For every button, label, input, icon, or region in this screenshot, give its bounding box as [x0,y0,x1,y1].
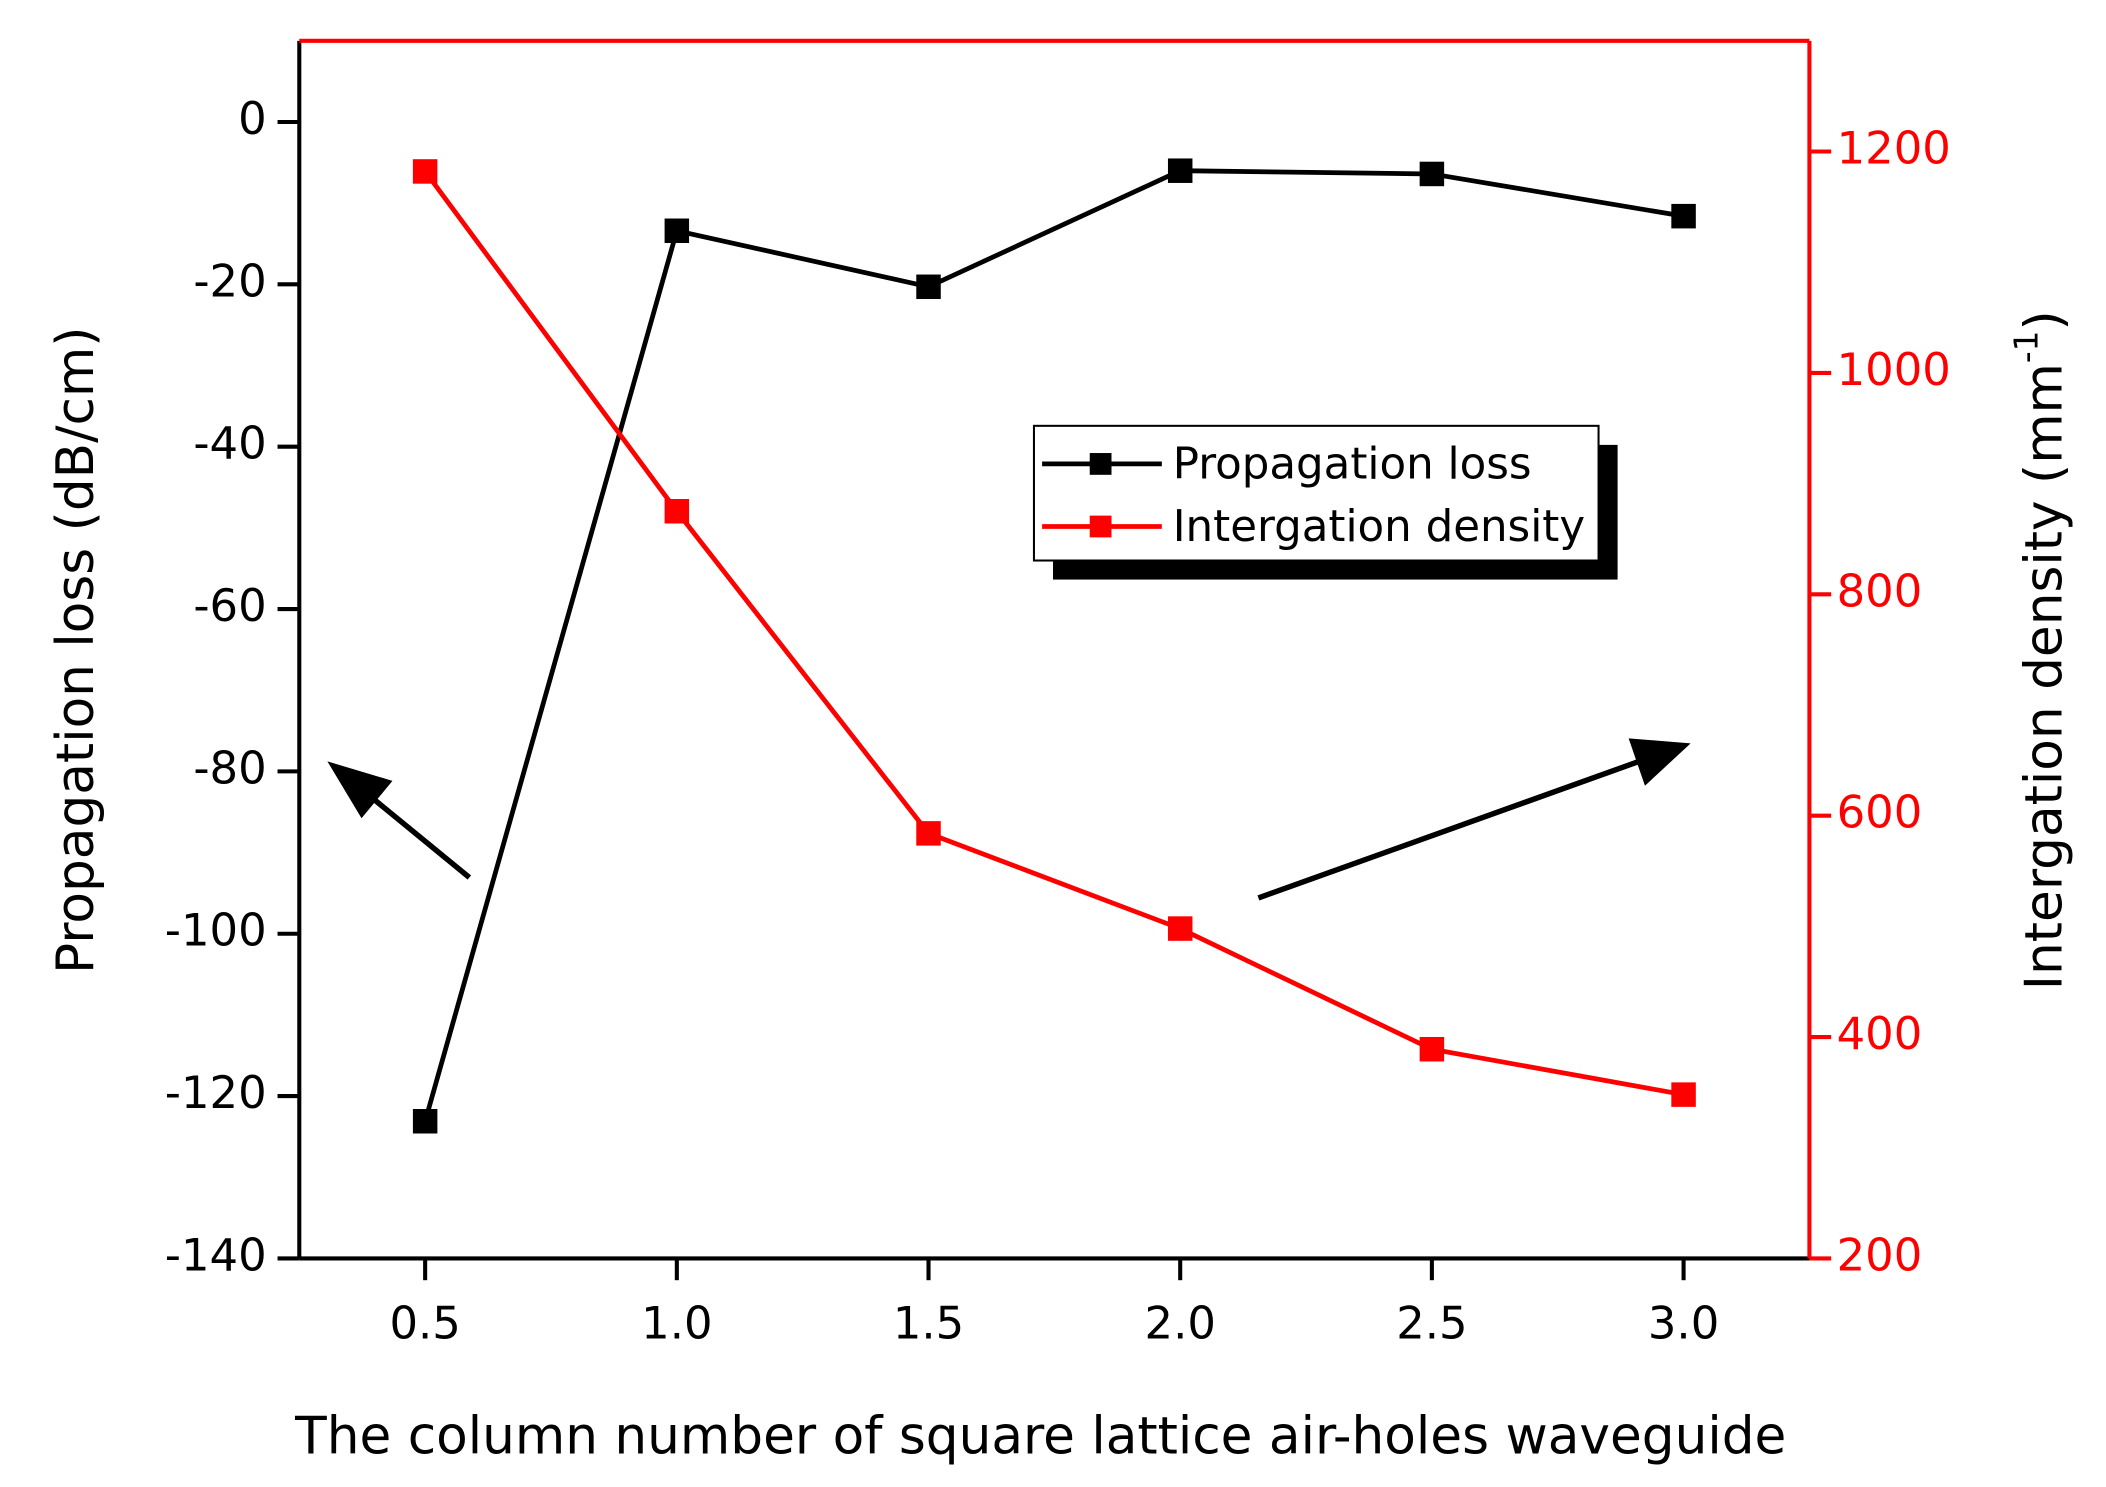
marker [1419,1036,1445,1062]
marker [1167,916,1193,941]
x-tick-label: 1.5 [893,1296,964,1349]
legend-box [1032,424,1600,562]
y2-axis-title-main: Intergation density (mm [2015,363,2075,990]
legend-label: Intergation density [1173,502,1585,552]
y2-tick-label: 800 [1837,564,1923,617]
x-tick-label: 3.0 [1648,1296,1719,1349]
y2-axis-title-sup: -1 [2007,331,2045,364]
y-tick-label: -80 [193,741,266,794]
marker [664,499,690,524]
x-tick-label: 2.5 [1396,1296,1467,1349]
legend-marker [1089,515,1112,538]
y2-tick-label: 200 [1837,1228,1923,1281]
y2-tick-label: 1200 [1837,122,1951,175]
marker [916,821,941,846]
annotation-arrows [327,738,1691,901]
y2-tick-label: 1000 [1837,343,1951,396]
x-tick-label: 0.5 [389,1296,460,1349]
marker [664,218,690,244]
marker [1671,203,1696,229]
marker [1419,161,1445,187]
y-tick-label: -40 [193,417,266,470]
x-tick-label: 1.0 [641,1296,712,1349]
y2-axis-title-close: ) [2015,310,2075,330]
arrow-right [1257,753,1654,901]
x-axis-title: The column number of square lattice air-… [294,1406,1786,1466]
y-tick-label: 0 [238,92,267,145]
x-tick-label: 2.0 [1145,1296,1216,1349]
marker [1167,158,1193,183]
y-tick-label: -100 [165,904,267,957]
series-line [423,170,1684,1097]
legend-marker [1089,453,1112,475]
marker [412,1109,438,1134]
marker [1671,1082,1696,1107]
y-tick-label: -60 [193,579,266,632]
y-axis-title: Propagation loss (dB/cm) [46,327,106,974]
legend-label: Propagation loss [1173,440,1532,490]
legend: Propagation loss Intergation density [1032,424,1618,580]
y2-axis-title: Intergation density (mm-1) [2007,310,2074,990]
y-tick-label: -140 [165,1228,267,1281]
marker [412,159,438,184]
arrow-left-head [327,761,393,819]
y-tick-label: -20 [193,254,266,307]
y2-tick-label: 400 [1837,1007,1923,1060]
series-line [422,168,1684,1122]
arrow-right-head [1628,738,1691,786]
y-tick-label: -120 [165,1066,267,1119]
y2-tick-label: 600 [1837,786,1923,839]
marker [916,274,941,300]
